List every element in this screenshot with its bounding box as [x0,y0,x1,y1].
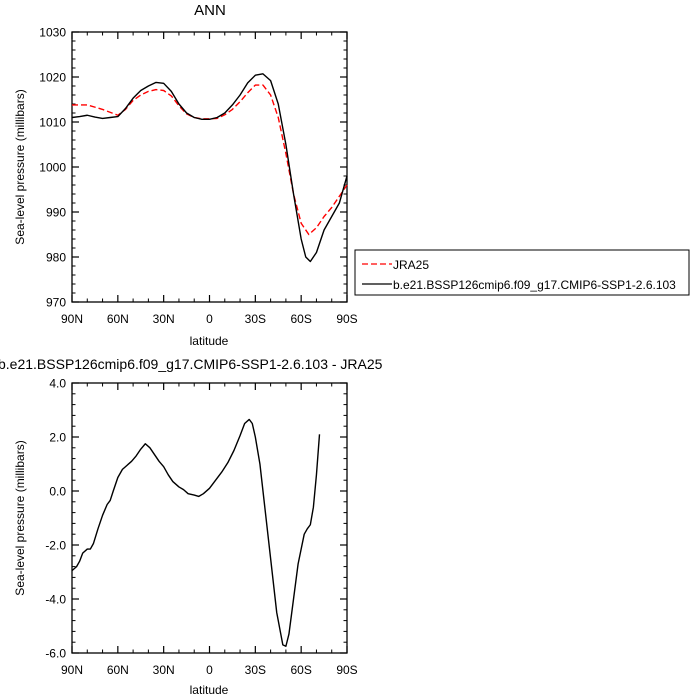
bottom-y-ticks: -6.0 -4.0 -2.0 0.0 2.0 4.0 [45,377,347,661]
x-tick-label: 60N [107,312,129,326]
series-line-0 [72,84,348,236]
top-y-ticks: 970 980 990 1000 1010 1020 1030 [39,26,347,310]
y-tick-label: -6.0 [45,647,66,661]
x-tick-label: 60S [290,663,311,677]
x-tick-label: 90N [61,663,83,677]
x-tick-label: 90S [336,312,357,326]
y-tick-label: 1010 [39,116,66,130]
top-y-axis-label: Sea-level pressure (millibars) [13,89,27,244]
y-tick-label: 970 [46,296,66,310]
bottom-plot-frame [71,382,348,654]
legend-box [354,249,690,296]
top-x-axis-label: latitude [190,334,229,348]
bottom-series-lines [71,418,321,647]
x-tick-label: 0 [206,312,213,326]
y-tick-label: 990 [46,206,66,220]
top-series-lines [71,73,348,263]
top-plot-frame [71,31,348,303]
y-tick-label: 4.0 [49,377,66,391]
y-tick-label: 980 [46,251,66,265]
bottom-x-ticks: 90N 60N 30N 0 30S 60S 90S [61,383,358,677]
x-tick-label: 60S [290,312,311,326]
series-line-1 [71,73,348,263]
legend-label-jra25: JRA25 [393,258,429,272]
bottom-y-axis-label: Sea-level pressure (millibars) [13,440,27,595]
x-tick-label: 30N [153,663,175,677]
x-tick-label: 30N [153,312,175,326]
y-tick-label: 1000 [39,161,66,175]
y-tick-label: 1030 [39,26,66,40]
legend-label-model: b.e21.BSSP126cmip6.f09_g17.CMIP6-SSP1-2.… [393,278,676,292]
series-line-0 [71,418,321,647]
x-tick-label: 0 [206,663,213,677]
x-tick-label: 30S [245,312,266,326]
x-tick-label: 60N [107,663,129,677]
bottom-chart-title: b.e21.BSSP126cmip6.f09_g17.CMIP6-SSP1-2.… [0,356,383,372]
y-tick-label: -4.0 [45,593,66,607]
x-tick-label: 90N [61,312,83,326]
y-tick-label: 0.0 [49,485,66,499]
y-tick-label: -2.0 [45,539,66,553]
top-chart-title: ANN [194,2,226,19]
legend: JRA25 b.e21.BSSP126cmip6.f09_g17.CMIP6-S… [354,249,690,296]
x-tick-label: 30S [245,663,266,677]
bottom-panel: b.e21.BSSP126cmip6.f09_g17.CMIP6-SSP1-2.… [0,356,383,697]
y-tick-label: 1020 [39,71,66,85]
bottom-x-axis-label: latitude [190,683,229,697]
x-tick-label: 90S [336,663,357,677]
top-x-ticks: 90N 60N 30N 0 30S 60S 90S [61,32,358,326]
top-panel: ANN 90N 60N 30N 0 30S 60S 90S 970 980 990 1000 101… [13,2,358,348]
y-tick-label: 2.0 [49,431,66,445]
